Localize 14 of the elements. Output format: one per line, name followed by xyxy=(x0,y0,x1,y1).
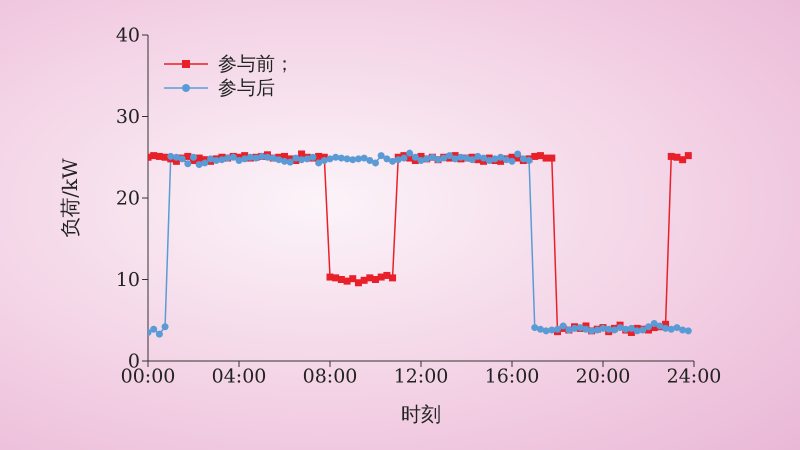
y-tick-label: 20 xyxy=(116,188,140,210)
y-tick-label: 10 xyxy=(116,269,140,292)
y-tick-label: 30 xyxy=(116,106,140,128)
legend-label: 参与前； xyxy=(218,52,294,77)
x-tick-label: 12:00 xyxy=(394,365,448,388)
x-tick-label: 16:00 xyxy=(484,365,540,388)
x-tick-label: 04:00 xyxy=(212,365,266,388)
x-axis-title: 时刻 xyxy=(401,402,441,426)
legend-label: 参与后 xyxy=(218,76,275,101)
y-axis-title: 负荷/kW xyxy=(58,158,82,238)
x-tick-label: 20:00 xyxy=(576,365,630,388)
x-tick-label: 24:00 xyxy=(666,365,722,388)
x-tick-label: 08:00 xyxy=(302,365,358,388)
y-tick-label: 40 xyxy=(116,24,140,47)
